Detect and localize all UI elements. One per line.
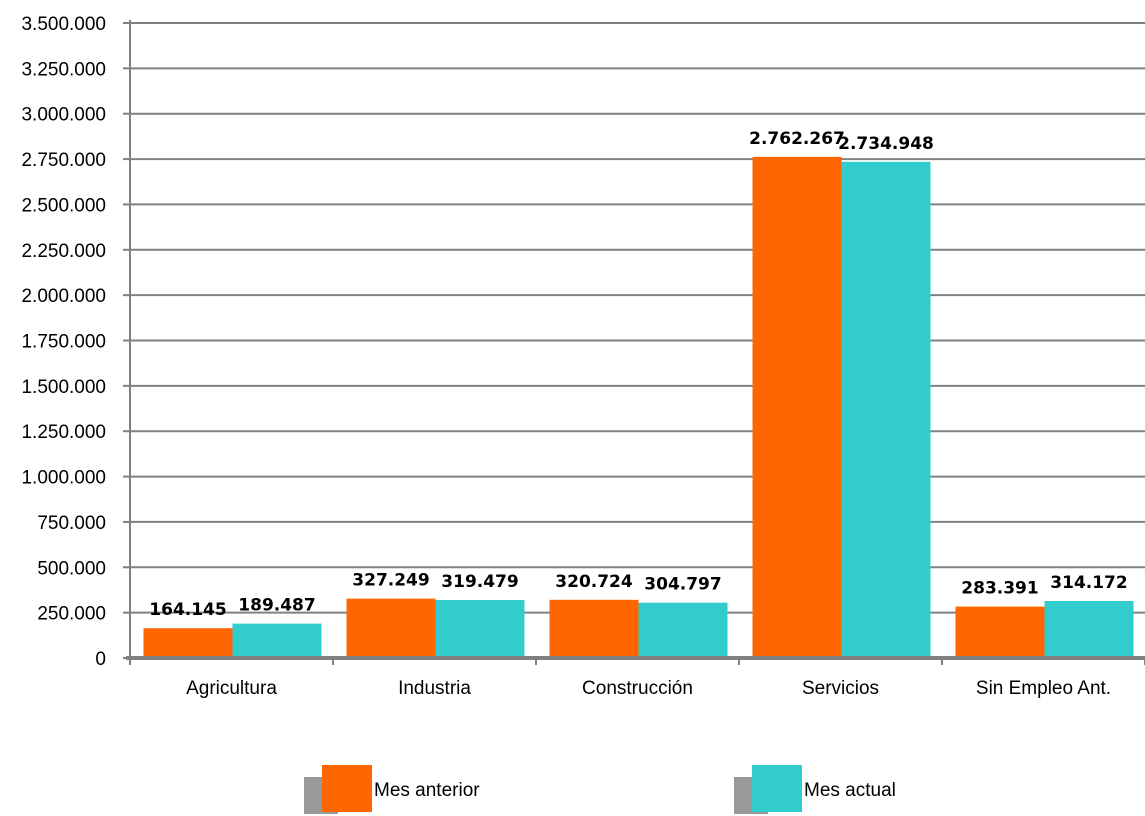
- y-tick-label: 3.000.000: [21, 105, 106, 126]
- y-tick-label: 3.250.000: [21, 59, 106, 80]
- bar: [143, 628, 233, 658]
- bar: [752, 156, 842, 659]
- gridlines: [130, 22, 1145, 614]
- legend-item: Mes actual: [734, 765, 896, 814]
- y-tick-label: 2.750.000: [21, 150, 106, 171]
- bar: [841, 161, 931, 658]
- legend-label: Mes anterior: [374, 780, 480, 801]
- y-tick-label: 1.500.000: [21, 377, 106, 398]
- bars: [143, 156, 1134, 659]
- bar: [435, 600, 525, 658]
- data-label: 189.487: [238, 596, 315, 616]
- y-tick-label: 0: [95, 649, 106, 670]
- y-tick-label: 500.000: [37, 558, 106, 579]
- y-tick-label: 1.000.000: [21, 468, 106, 489]
- y-tick-label: 2.250.000: [21, 241, 106, 262]
- x-category-label: Industria: [398, 678, 471, 699]
- legend-item: Mes anterior: [304, 765, 480, 814]
- x-category-label: Agricultura: [186, 678, 277, 699]
- legend-swatch: [752, 765, 802, 812]
- y-tick-label: 750.000: [37, 513, 106, 534]
- bar: [955, 606, 1045, 658]
- y-tick-label: 2.000.000: [21, 286, 106, 307]
- data-labels: 164.145 189.487 327.249 319.479 320.724 304.7…: [149, 129, 1127, 620]
- bar: [1044, 601, 1134, 658]
- data-label: 319.479: [441, 572, 518, 592]
- y-tick-label: 2.500.000: [21, 195, 106, 216]
- legend-swatch: [322, 765, 372, 812]
- data-label: 2.734.948: [838, 134, 934, 154]
- legend-label: Mes actual: [804, 780, 896, 801]
- x-category-label: Construcción: [582, 678, 693, 699]
- data-label: 327.249: [352, 571, 429, 591]
- legend: Mes anterior Mes actual: [304, 765, 896, 814]
- data-label: 304.797: [644, 575, 721, 595]
- x-category-label: Servicios: [802, 678, 879, 699]
- data-label: 164.145: [149, 600, 226, 620]
- y-tick-label: 1.750.000: [21, 332, 106, 353]
- data-label: 2.762.267: [749, 129, 845, 149]
- x-axis-category-labels: Agricultura Industria Construcción Servicio…: [186, 678, 1111, 699]
- x-category-label: Sin Empleo Ant.: [976, 678, 1111, 699]
- data-label: 314.172: [1050, 573, 1127, 593]
- bar: [346, 598, 436, 658]
- bar: [232, 623, 322, 658]
- y-tick-label: 250.000: [37, 604, 106, 625]
- axes: [123, 20, 1145, 665]
- bar: [638, 602, 728, 658]
- data-label: 283.391: [961, 579, 1038, 599]
- data-label: 320.724: [555, 572, 633, 592]
- y-tick-label: 3.500.000: [21, 14, 106, 35]
- y-axis-tick-labels: 0 250.000 500.000 750.000 1.000.000 1.250.000…: [21, 14, 106, 670]
- y-tick-label: 1.250.000: [21, 422, 106, 443]
- bar: [549, 599, 639, 658]
